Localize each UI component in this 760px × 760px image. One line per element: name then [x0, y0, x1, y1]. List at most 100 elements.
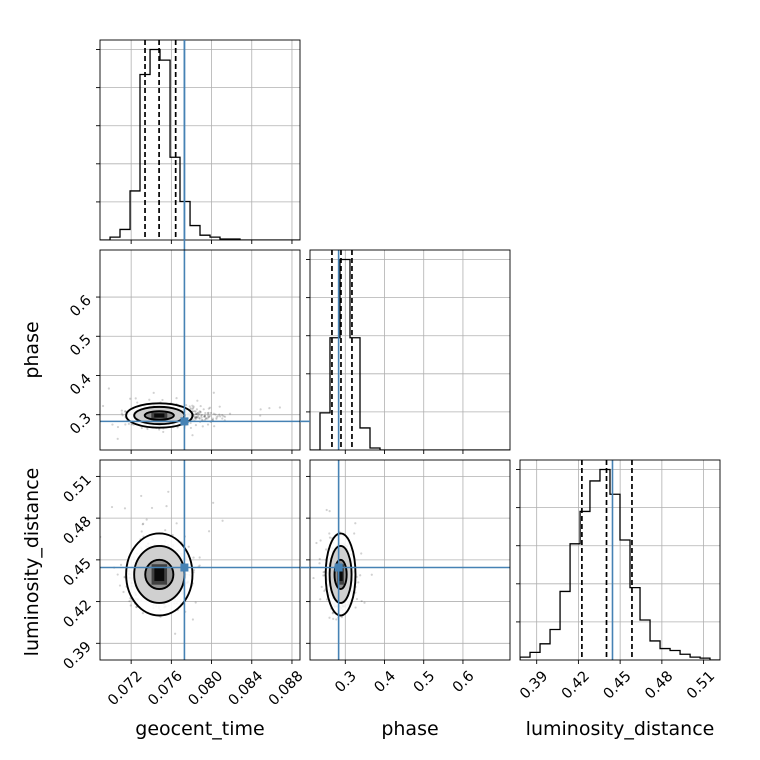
sample-point	[312, 576, 315, 580]
sample-point	[208, 406, 212, 409]
x-axis-title-luminosity_distance: luminosity_distance	[526, 718, 715, 740]
sample-point	[84, 409, 86, 411]
sample-point	[216, 415, 219, 418]
x-tick-label-phase: 0.5	[411, 668, 439, 696]
sample-point	[306, 561, 308, 563]
sample-point	[198, 410, 201, 413]
sample-point	[73, 554, 75, 556]
sample-point	[332, 617, 335, 620]
sample-point	[200, 413, 203, 417]
sample-point	[199, 410, 202, 413]
sample-point	[204, 417, 207, 420]
sample-point	[214, 413, 217, 416]
histogram-phase	[310, 258, 510, 450]
contour-level-3	[324, 532, 357, 617]
sample-point	[97, 408, 99, 410]
sample-point	[213, 425, 216, 428]
sample-point	[207, 414, 210, 417]
sample-point	[315, 541, 318, 545]
sample-point	[129, 604, 132, 607]
sample-point	[323, 589, 326, 593]
contour-level-1	[333, 558, 348, 591]
sample-point	[201, 425, 204, 428]
sample-point	[136, 401, 139, 404]
sample-point	[203, 414, 207, 417]
sample-point	[121, 414, 124, 417]
sample-point	[325, 548, 328, 551]
sample-point	[135, 606, 138, 609]
sample-point	[335, 618, 338, 621]
sample-point	[188, 405, 191, 408]
sample-point	[199, 404, 202, 408]
sample-point	[150, 506, 154, 510]
sample-point	[354, 522, 357, 525]
sample-point	[222, 415, 225, 418]
sample-point	[187, 545, 190, 548]
y-axis-title-luminosity_distance: luminosity_distance	[21, 468, 43, 657]
contour-level-3	[125, 532, 194, 617]
x-tick-label-geocent_time: 0.080	[186, 668, 227, 709]
sample-point	[288, 588, 290, 590]
sample-point	[141, 523, 144, 526]
y-tick-label-luminosity_distance: 0.51	[61, 472, 95, 506]
sample-point	[212, 412, 215, 415]
sample-point	[202, 415, 206, 418]
sample-point	[194, 424, 198, 427]
sample-point	[185, 403, 188, 407]
sample-point	[140, 530, 143, 533]
sample-point	[202, 408, 205, 411]
sample-point	[101, 404, 105, 408]
sample-point	[198, 413, 201, 416]
sample-point	[195, 413, 198, 416]
sample-point	[354, 606, 357, 609]
sample-point	[192, 556, 195, 559]
x-tick-label-geocent_time: 0.084	[226, 668, 267, 709]
sample-point	[87, 592, 89, 594]
sample-point	[194, 417, 197, 421]
sample-point	[209, 411, 212, 415]
y-tick-label-luminosity_distance: 0.39	[61, 639, 95, 673]
sample-point	[196, 399, 199, 402]
sample-point	[145, 518, 148, 521]
sample-point	[192, 569, 196, 572]
sample-point	[328, 616, 331, 619]
sample-point	[189, 407, 192, 410]
sample-point	[331, 612, 334, 615]
sample-point	[191, 434, 194, 437]
truth-marker	[180, 563, 189, 572]
sample-point	[197, 414, 200, 417]
sample-point	[211, 417, 214, 420]
sample-point	[195, 408, 199, 411]
sample-point	[124, 410, 127, 413]
sample-point	[318, 557, 321, 561]
sample-point	[206, 417, 209, 420]
sample-point	[207, 415, 211, 419]
sample-point	[193, 410, 196, 413]
sample-point	[207, 530, 211, 533]
sample-point	[175, 522, 178, 525]
sample-point	[176, 426, 179, 429]
posterior-samples-phase-luminosity_distance	[288, 508, 373, 621]
panel-frame	[309, 249, 511, 451]
x-axis-title-geocent_time: geocent_time	[135, 718, 264, 740]
sample-point	[122, 590, 125, 594]
sample-point	[200, 416, 203, 419]
sample-point	[319, 539, 322, 542]
sample-point	[355, 597, 359, 601]
sample-point	[370, 573, 373, 576]
x-tick-label-luminosity_distance: 0.51	[684, 668, 718, 702]
sample-point	[360, 599, 363, 603]
histogram-geocent_time	[100, 48, 300, 240]
sample-point	[116, 425, 120, 429]
grid-lines	[100, 40, 300, 240]
sample-point	[196, 416, 199, 419]
sample-point	[195, 416, 198, 419]
sample-point	[116, 437, 119, 440]
sample-point	[221, 414, 224, 417]
sample-point	[218, 413, 221, 416]
sample-point	[127, 422, 130, 425]
sample-point	[194, 412, 197, 415]
sample-point	[146, 427, 149, 431]
